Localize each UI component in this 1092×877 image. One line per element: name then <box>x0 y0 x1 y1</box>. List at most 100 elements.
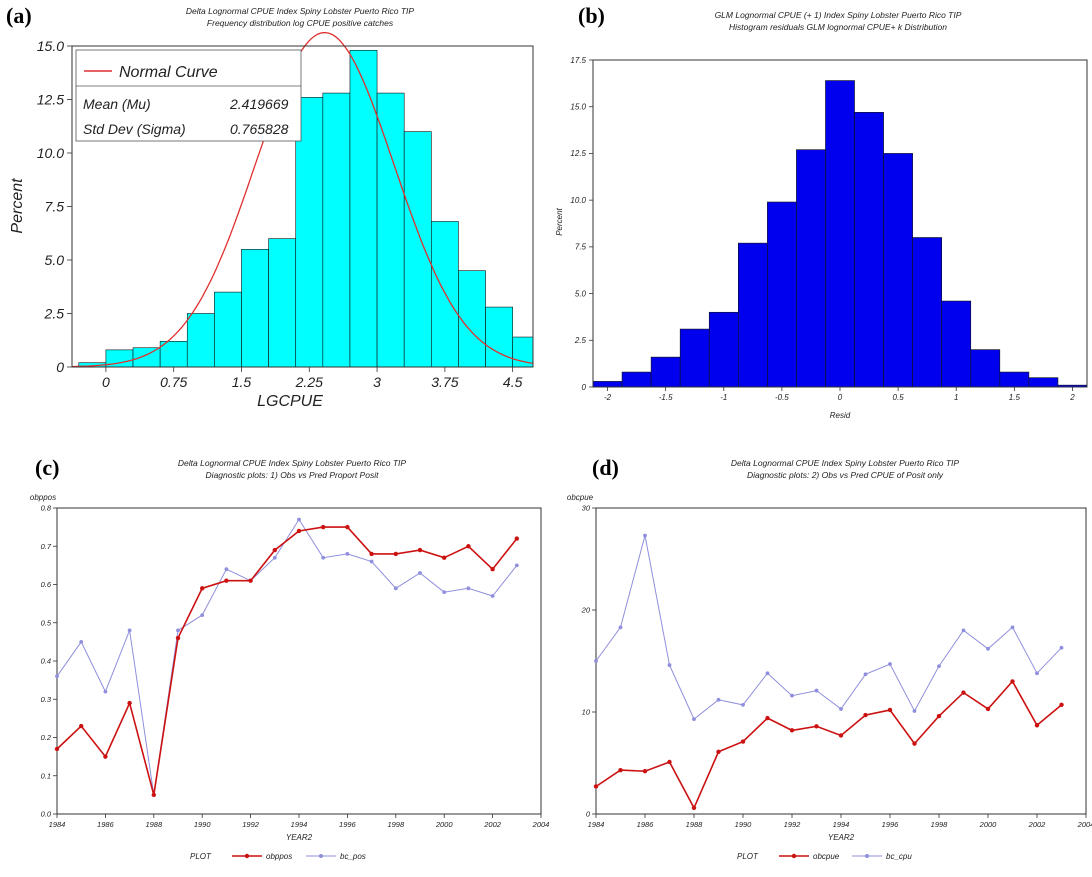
panel-c-point-bc_pos <box>514 563 519 568</box>
panel-b-xlabel: Resid <box>830 411 851 420</box>
panel-c-xtick-label: 1992 <box>242 820 260 829</box>
panel-c-point-bc_pos <box>224 567 229 572</box>
panel-a-bar <box>186 313 215 368</box>
panel-c-point-obppos <box>442 555 447 560</box>
panel-a-xtick-label: 3 <box>373 374 381 390</box>
panel-c-ytick-label: 0.7 <box>41 542 52 551</box>
panel-c-xtick-label: 1990 <box>194 820 212 829</box>
panel-d-xtick-label: 1988 <box>686 820 704 829</box>
panel-c-point-obppos <box>345 524 350 530</box>
panel-c-point-obppos <box>54 746 60 752</box>
panel-c-point-bc_pos <box>55 674 59 679</box>
panel-d-point-obcpue <box>1059 702 1064 708</box>
panel-c-point-bc_pos <box>176 628 180 633</box>
panel-a-ytick-label: 2.5 <box>44 305 65 321</box>
panel-b-bar <box>592 381 623 388</box>
panel-b-label: (b) <box>578 3 605 28</box>
panel-d-point-bc_cpu <box>692 717 696 722</box>
panel-b-xtick-label: 2 <box>1069 393 1075 402</box>
panel-c-legend: PLOT obppos bc_pos <box>190 852 366 861</box>
panel-d: (d) Delta Lognormal CPUE Index Spiny Lob… <box>567 455 1092 861</box>
panel-b-bar <box>737 242 768 388</box>
panel-d-xtick-label: 2004 <box>1077 820 1092 829</box>
panel-c-point-bc_pos <box>321 555 326 560</box>
panel-c-point-bc_pos <box>418 571 422 575</box>
panel-c: (c) Delta Lognormal CPUE Index Spiny Lob… <box>30 455 549 861</box>
panel-c-legend-label-bc-pos: bc_pos <box>340 852 366 861</box>
panel-c-point-obppos <box>393 551 398 557</box>
panel-d-point-obcpue <box>691 805 697 811</box>
panel-a-bar <box>214 291 242 368</box>
panel-a-ytick-label: 7.5 <box>45 198 65 214</box>
panel-b-ytick-label: 17.5 <box>570 56 586 65</box>
panel-c-xtick-label: 1996 <box>339 820 357 829</box>
panel-a-xtick-label: 0 <box>102 374 110 390</box>
panel-d-point-bc_cpu <box>814 688 819 693</box>
panel-a-label: (a) <box>6 3 32 28</box>
panel-c-point-bc_pos <box>103 689 108 694</box>
panel-d-point-bc_cpu <box>1010 625 1015 630</box>
panel-c-legend-marker-obppos <box>244 853 250 859</box>
panel-c-xtick-label: 1984 <box>49 820 66 829</box>
panel-d-point-obcpue <box>642 768 648 774</box>
panel-a-xtick-label: 3.75 <box>431 374 458 390</box>
panel-c-legend-label-obppos: obppos <box>266 852 292 861</box>
panel-d-legend-marker-bc-cpu <box>865 854 869 858</box>
panel-d-ylabel: obcpue <box>567 493 594 502</box>
panel-d-xtick-label: 1992 <box>784 820 802 829</box>
panel-d-point-bc_cpu <box>1059 645 1064 650</box>
panel-c-xtick-label: 2002 <box>483 820 502 829</box>
panel-a: (a) Delta Lognormal CPUE Index Spiny Lob… <box>6 3 534 410</box>
panel-b-title: GLM Lognormal CPUE (+ 1) Index Spiny Lob… <box>715 10 962 20</box>
panel-c-subtitle: Diagnostic plots: 1) Obs vs Pred Proport… <box>206 470 380 480</box>
panel-d-legend-title: PLOT <box>737 852 759 861</box>
panel-d-point-obcpue <box>863 712 868 718</box>
panel-c-point-bc_pos <box>442 590 447 595</box>
panel-d-point-bc_cpu <box>643 533 647 538</box>
panel-c-point-obppos <box>417 547 423 553</box>
panel-a-inset-box: Normal Curve Mean (Mu) 2.419669 Std Dev … <box>75 49 302 142</box>
panel-b-xtick-label: -1.5 <box>659 393 673 402</box>
panel-a-inset-sd-label: Std Dev (Sigma) <box>83 121 186 137</box>
panel-d-point-obcpue <box>1010 679 1015 684</box>
panel-b-bar <box>912 237 943 388</box>
panel-d-legend-label-bc-cpu: bc_cpu <box>886 852 912 861</box>
panel-d-point-bc_cpu <box>888 662 892 666</box>
panel-a-bar <box>132 347 161 368</box>
panel-d-point-obcpue <box>912 741 917 746</box>
panel-d-point-obcpue <box>789 728 795 733</box>
panel-a-bar <box>322 92 351 368</box>
panel-b-bar <box>854 112 884 388</box>
panel-d-series <box>593 533 1064 811</box>
panel-c-point-obppos <box>151 792 156 798</box>
panel-c-line-obppos <box>56 526 518 796</box>
panel-c-point-bc_pos <box>369 559 374 564</box>
panel-d-point-obcpue <box>593 784 599 789</box>
panel-b-ytick-label: 12.5 <box>570 149 586 158</box>
panel-d-xtick-label: 1990 <box>735 820 753 829</box>
panel-d-line-bc_cpu <box>595 535 1062 720</box>
panel-c-xlabel: YEAR2 <box>286 833 313 842</box>
panel-d-legend-marker-obcpue <box>791 853 797 859</box>
panel-c-point-obppos <box>103 754 108 759</box>
panel-a-inset-frame <box>75 49 302 142</box>
panel-a-bar <box>485 306 513 368</box>
panel-d-point-bc_cpu <box>741 702 745 707</box>
panel-a-xtick-label: 4.5 <box>503 374 523 390</box>
panel-a-legend-curve-label: Normal Curve <box>119 64 218 81</box>
panel-c-xtick-label: 1994 <box>291 820 308 829</box>
panel-c-ytick-label: 0.3 <box>41 695 52 704</box>
panel-c-title: Delta Lognormal CPUE Index Spiny Lobster… <box>178 458 407 468</box>
panel-a-title: Delta Lognormal CPUE Index Spiny Lobster… <box>186 6 415 16</box>
panel-c-ytick-label: 0.0 <box>41 810 52 819</box>
panel-d-xtick-label: 2000 <box>979 820 998 829</box>
panel-d-xtick-label: 2002 <box>1028 820 1047 829</box>
panel-b-ylabel: Percent <box>555 207 564 235</box>
panel-c-xtick-label: 2004 <box>532 820 550 829</box>
panel-d-title: Delta Lognormal CPUE Index Spiny Lobster… <box>731 458 960 468</box>
panel-a-bar <box>458 270 486 368</box>
panel-c-point-obppos <box>272 547 277 553</box>
panel-c-point-bc_pos <box>297 517 301 522</box>
panel-c-point-obppos <box>127 700 132 706</box>
